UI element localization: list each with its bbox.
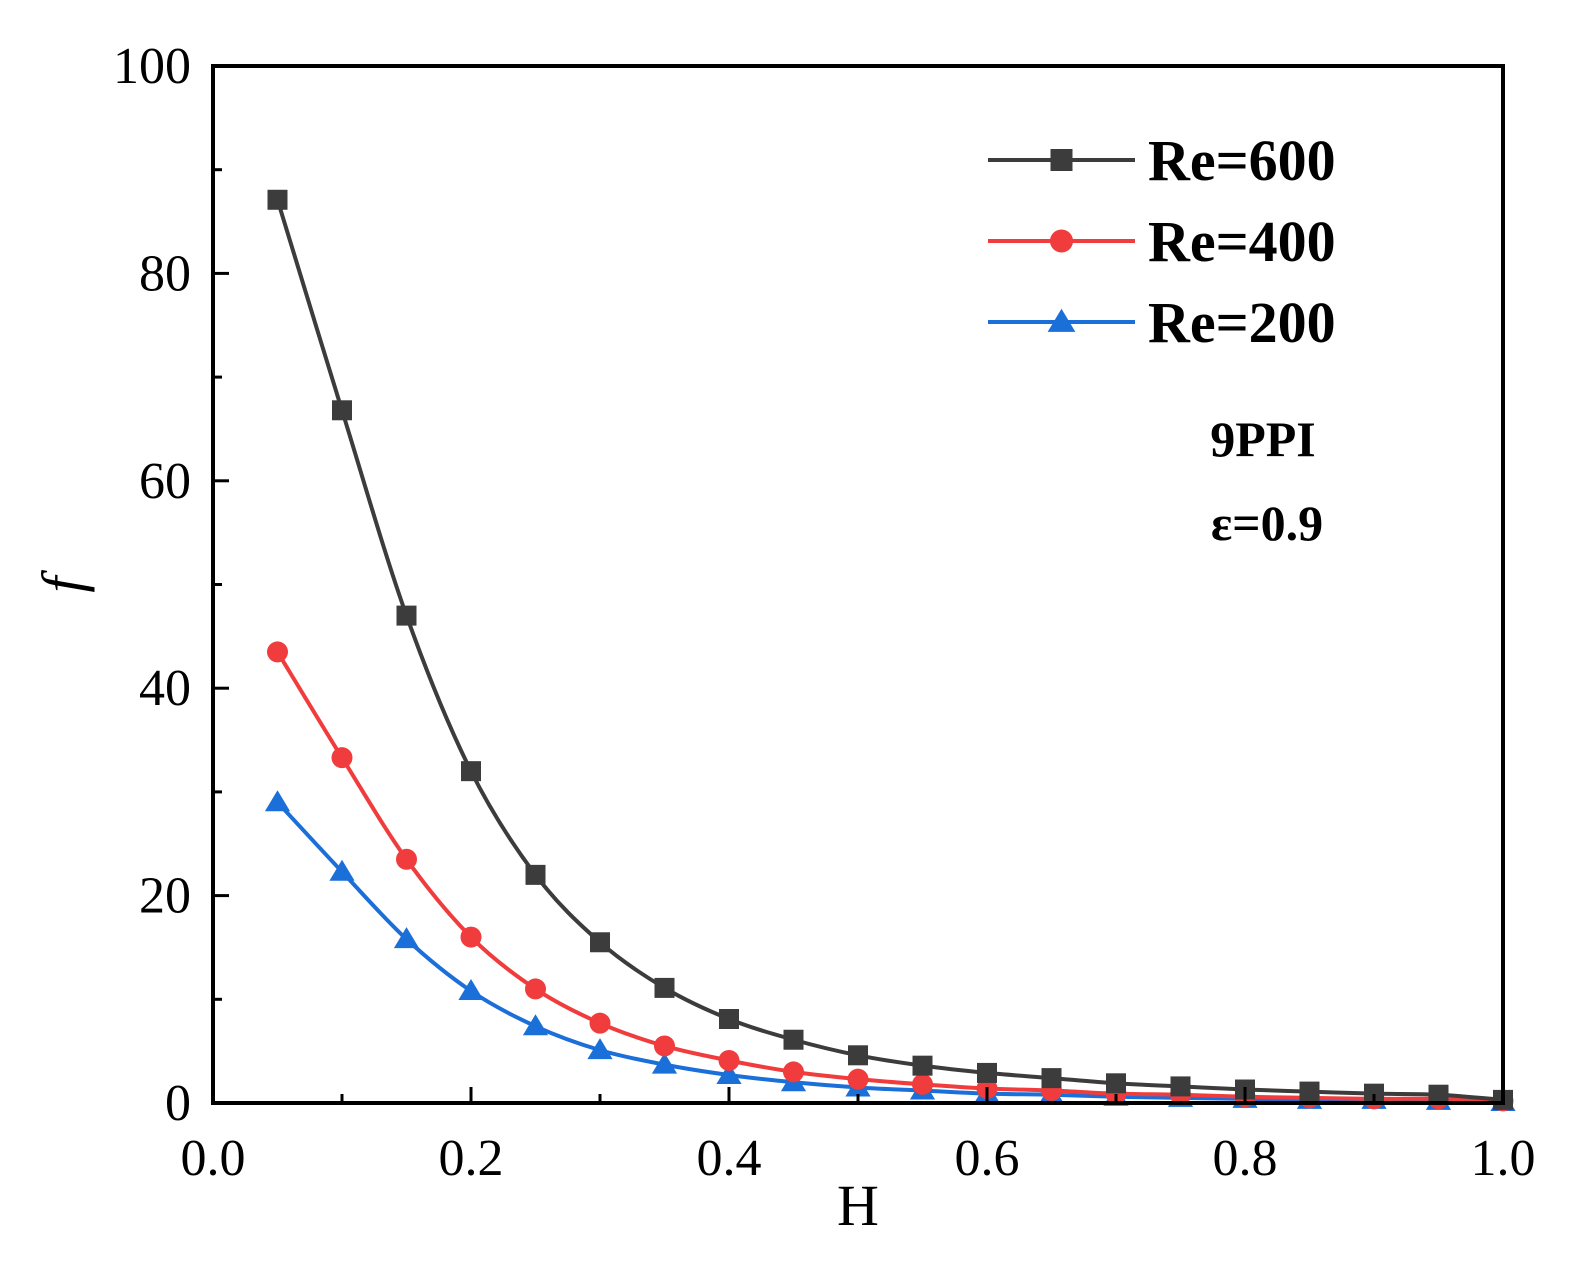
data-point xyxy=(329,859,355,881)
data-point xyxy=(847,1068,869,1090)
data-point xyxy=(332,400,352,421)
data-point xyxy=(783,1029,804,1050)
y-tick-label: 60 xyxy=(139,453,191,510)
data-point xyxy=(396,605,417,626)
legend-item: Re=400 xyxy=(988,209,1336,274)
data-point xyxy=(525,864,546,885)
data-point xyxy=(716,1063,742,1085)
data-point xyxy=(460,926,482,948)
y-tick-label: 0 xyxy=(165,1075,191,1132)
data-point xyxy=(651,1052,678,1074)
data-point xyxy=(654,977,675,998)
data-point xyxy=(719,1009,739,1030)
data-point xyxy=(977,1062,997,1083)
x-axis-title: H xyxy=(837,1173,879,1238)
data-point xyxy=(1106,1073,1126,1094)
data-point xyxy=(718,1049,740,1071)
data-point xyxy=(396,848,417,870)
data-point xyxy=(589,1012,611,1034)
legend: Re=600 Re=400 Re=200 xyxy=(988,128,1336,355)
data-point xyxy=(848,1045,868,1066)
data-point xyxy=(912,1073,933,1095)
annotation-porosity: ε=0.9 xyxy=(1211,495,1323,551)
legend-label: Re=200 xyxy=(1148,290,1336,355)
data-point xyxy=(912,1055,933,1076)
data-point xyxy=(654,1035,675,1057)
legend-label: Re=400 xyxy=(1148,209,1336,274)
y-tick-label: 100 xyxy=(113,38,191,95)
data-point xyxy=(525,978,546,1000)
legend-label: Re=600 xyxy=(1148,128,1336,193)
y-tick-label: 20 xyxy=(139,868,191,925)
data-point xyxy=(522,1014,549,1036)
data-point xyxy=(783,1061,804,1083)
y-tick-label: 80 xyxy=(139,245,191,302)
legend-marker xyxy=(1049,229,1074,253)
legend-item: Re=200 xyxy=(988,290,1336,355)
data-point xyxy=(587,1038,613,1060)
data-point xyxy=(1170,1076,1191,1097)
series-line xyxy=(275,199,1504,1102)
data-point xyxy=(331,747,353,769)
y-tick-label: 40 xyxy=(139,660,191,717)
data-point xyxy=(1041,1068,1062,1089)
data-point xyxy=(264,790,291,812)
data-point xyxy=(1428,1084,1449,1105)
legend-item: Re=600 xyxy=(988,128,1336,193)
x-tick-label: 0.2 xyxy=(439,1130,504,1187)
data-point xyxy=(267,641,288,663)
data-point xyxy=(267,189,288,210)
x-tick-label: 0.0 xyxy=(181,1130,246,1187)
data-point xyxy=(461,761,481,782)
data-point xyxy=(590,932,610,953)
data-point xyxy=(1299,1081,1320,1102)
x-tick-label: 0.4 xyxy=(697,1130,762,1187)
legend-marker xyxy=(1050,149,1073,171)
series-re-600 xyxy=(267,189,1513,1110)
data-point xyxy=(458,979,484,1001)
legend-marker xyxy=(1047,308,1076,332)
data-point xyxy=(1364,1083,1384,1104)
x-tick-label: 1.0 xyxy=(1471,1130,1536,1187)
x-tick-label: 0.8 xyxy=(1213,1130,1278,1187)
axes-layer: 0.0 0.2 0.4 0.6 0.8 1.0 0 20 40 60 80 100 xyxy=(113,38,1536,1187)
data-point xyxy=(393,927,420,949)
annotation-ppi: 9PPI xyxy=(1210,411,1316,467)
x-tick-label: 0.6 xyxy=(955,1130,1020,1187)
